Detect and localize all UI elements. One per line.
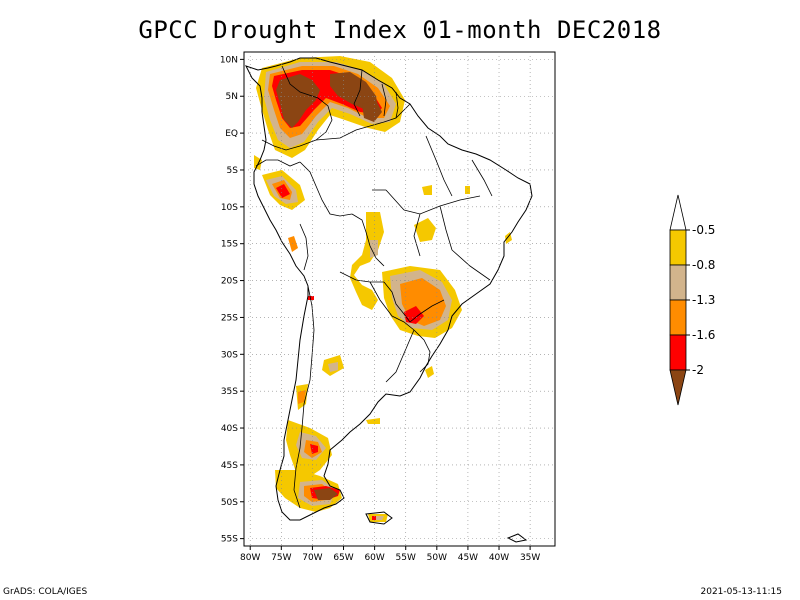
y-tick-label: 10N bbox=[220, 55, 238, 65]
border-brazil-uruguay bbox=[413, 329, 431, 373]
shade-arg-tan bbox=[328, 362, 338, 372]
colorbar-top-arrow bbox=[669, 194, 687, 231]
x-tick-label: 50W bbox=[427, 553, 447, 563]
shade-bahia-yellow bbox=[422, 185, 432, 195]
shade-pat1-red bbox=[310, 444, 318, 454]
shade-chile-orange bbox=[298, 390, 306, 404]
colorbar-label: -1.3 bbox=[692, 293, 715, 307]
x-tick-label: 35W bbox=[520, 553, 540, 563]
chart-title: GPCC Drought Index 01-month DEC2018 bbox=[138, 16, 662, 44]
colorbar-swatch bbox=[669, 299, 687, 336]
y-tick-label: 20S bbox=[221, 277, 238, 287]
state-borders bbox=[372, 135, 493, 281]
border-brazil-north bbox=[315, 103, 411, 141]
border-venezuela-guyana bbox=[353, 69, 363, 117]
colorbar-label: -2 bbox=[692, 363, 704, 377]
shade-bolivia-tan bbox=[370, 240, 378, 258]
shade-tdf-red bbox=[372, 516, 376, 520]
colorbar-bottom-arrow bbox=[669, 369, 687, 406]
shade-bolivia-yellow bbox=[350, 212, 384, 310]
colorbar-label: -0.5 bbox=[692, 223, 715, 237]
shade-uruguay-yellow bbox=[425, 366, 434, 378]
border-colombia-ecuador bbox=[261, 139, 317, 151]
colorbar-label: -1.6 bbox=[692, 328, 715, 342]
shade-pat2-brown bbox=[314, 488, 338, 500]
x-tick-label: 65W bbox=[333, 553, 353, 563]
border-suriname-fg bbox=[395, 91, 399, 119]
shade-bsas-yellow bbox=[366, 418, 380, 424]
map-border bbox=[243, 51, 556, 547]
shade-recife-yellow bbox=[465, 186, 470, 194]
shade-espirito-yellow bbox=[505, 232, 512, 244]
x-tick-label: 75W bbox=[271, 553, 291, 563]
y-tick-label: 15S bbox=[221, 240, 238, 250]
footer-timestamp: 2021-05-13-11:15 bbox=[700, 587, 783, 597]
y-tick-label: 55S bbox=[221, 535, 238, 545]
drought-shading bbox=[254, 56, 512, 522]
y-tick-label: 45S bbox=[221, 461, 238, 471]
country-borders bbox=[255, 65, 493, 509]
x-tick-label: 70W bbox=[302, 553, 322, 563]
y-tick-label: 30S bbox=[221, 350, 238, 360]
falklands bbox=[506, 533, 528, 543]
shade-north-brown-a bbox=[276, 74, 320, 128]
border-argentina-uruguay bbox=[385, 329, 415, 383]
x-tick-label: 40W bbox=[489, 553, 509, 563]
border-bolivia-brazil bbox=[351, 213, 385, 267]
footer-credit: GrADS: COLA/IGES bbox=[3, 587, 88, 597]
y-tick-label: 35S bbox=[221, 387, 238, 397]
colorbar-label: -0.8 bbox=[692, 258, 715, 272]
y-tick-label: 5N bbox=[226, 92, 238, 102]
shade-goias-yellow bbox=[414, 218, 436, 242]
coastline-path bbox=[245, 57, 533, 521]
y-tick-label: 10S bbox=[221, 203, 238, 213]
border-peru-brazil bbox=[299, 161, 353, 217]
border-chile-argentina bbox=[293, 285, 315, 509]
axis-ticks bbox=[240, 58, 531, 550]
colorbar-swatch bbox=[669, 229, 687, 266]
y-tick-label: 40S bbox=[221, 424, 238, 434]
y-tick-label: 25S bbox=[221, 313, 238, 323]
border-colombia-venezuela bbox=[281, 65, 333, 141]
colorbar-swatch bbox=[669, 264, 687, 301]
y-tick-label: 5S bbox=[227, 166, 239, 176]
y-tick-label: 50S bbox=[221, 498, 238, 508]
colorbar-swatch bbox=[669, 334, 687, 371]
border-peru-bolivia bbox=[299, 223, 309, 271]
x-tick-label: 60W bbox=[364, 553, 384, 563]
border-paraguay-argentina bbox=[369, 281, 415, 331]
coastline bbox=[245, 57, 533, 543]
border-ecuador-peru bbox=[255, 159, 301, 167]
colorbar: -0.5 -0.8 -1.3 -1.6 -2 bbox=[669, 194, 715, 406]
map-frame: 80W 75W 70W 65W 60W 55W 50W 45W 40W 35W 10N 5N EQ 5S 1… bbox=[220, 51, 556, 563]
x-tick-label: 55W bbox=[396, 553, 416, 563]
x-tick-label: 45W bbox=[458, 553, 478, 563]
y-tick-label: EQ bbox=[225, 129, 238, 139]
border-guyana-suriname bbox=[381, 83, 387, 117]
border-brazil-inner bbox=[409, 299, 445, 323]
shade-north-brown-b bbox=[330, 72, 378, 110]
tierra-del-fuego bbox=[365, 511, 393, 525]
border-bolivia-paraguay bbox=[339, 271, 384, 283]
shade-brazil-red bbox=[404, 306, 424, 324]
shade-peru-red bbox=[276, 184, 290, 198]
shade-guiana-brown bbox=[362, 100, 382, 122]
x-tick-label: 80W bbox=[240, 553, 260, 563]
